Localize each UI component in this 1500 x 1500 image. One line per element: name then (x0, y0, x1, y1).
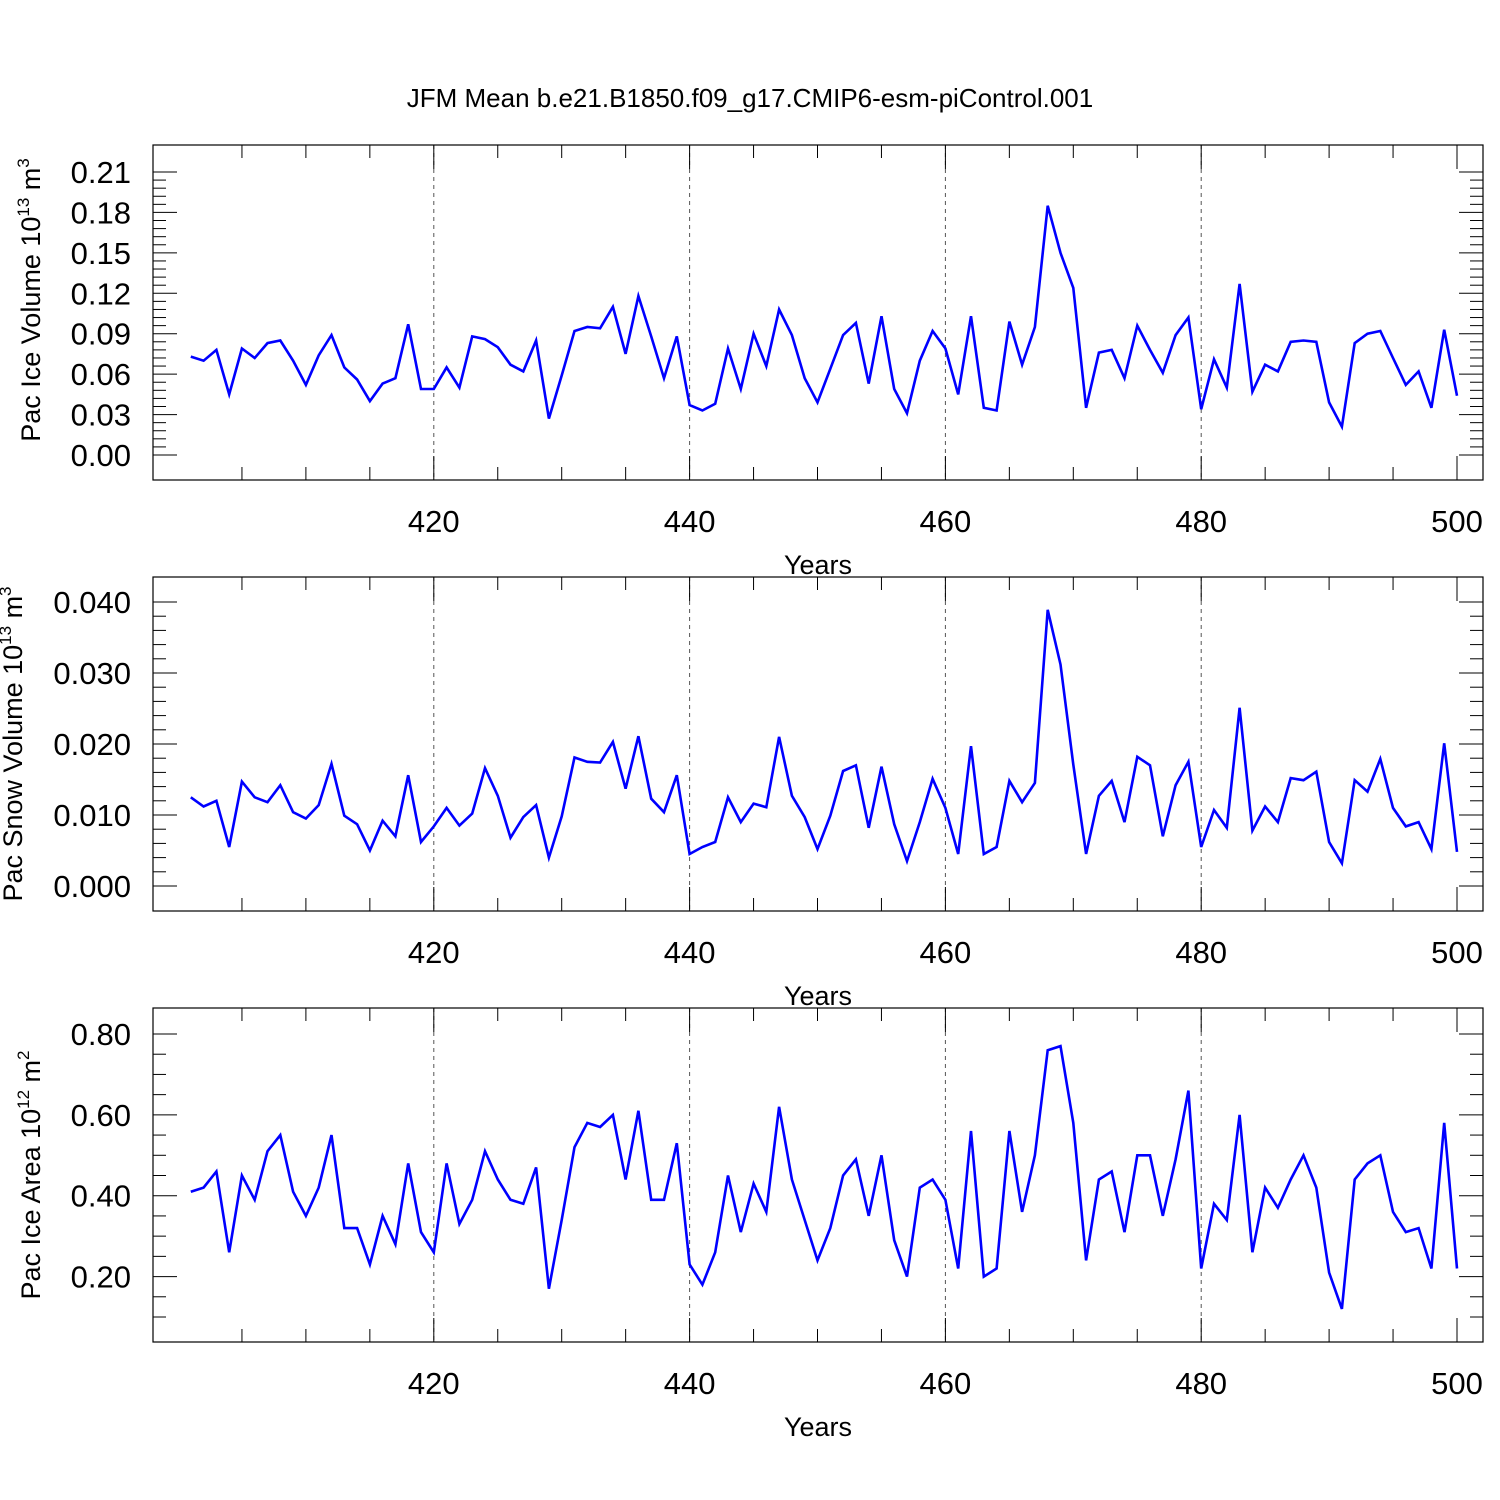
x-tick-label: 420 (408, 504, 460, 539)
x-tick-label: 460 (920, 1366, 972, 1401)
x-axis-label: Years (784, 1412, 852, 1442)
x-tick-label: 480 (1175, 1366, 1227, 1401)
y-axis-label: Pac Ice Volume 1013 m3 (14, 158, 46, 442)
y-tick-label: 0.000 (53, 869, 131, 904)
y-tick-label: 0.15 (71, 236, 131, 271)
y-tick-label: 0.40 (71, 1179, 131, 1214)
chart-panel-2: 0.000 0.010 0.020 0.030 0.040 420 440 460 480 500… (0, 576, 1484, 1011)
y-axis-label: Pac Snow Volume 1013 m3 (0, 586, 28, 901)
y-tick-label: 0.12 (71, 276, 131, 311)
x-tick-label: 440 (664, 1366, 716, 1401)
series-line (190, 1044, 1459, 1310)
x-axis-label: Years (784, 550, 852, 580)
y-tick-label: 0.21 (71, 155, 131, 190)
plot-frame (152, 1007, 1484, 1343)
y-tick-label: 0.010 (53, 798, 131, 833)
x-tick-label: 440 (664, 504, 716, 539)
y-tick-label: 0.20 (71, 1260, 131, 1295)
y-tick-label: 0.18 (71, 195, 131, 230)
figure-title: JFM Mean b.e21.B1850.f09_g17.CMIP6-esm-p… (407, 83, 1093, 113)
y-tick-label: 0.030 (53, 656, 131, 691)
y-tick-label: 0.06 (71, 357, 131, 392)
x-tick-label: 460 (920, 935, 972, 970)
x-tick-label: 480 (1175, 504, 1227, 539)
series-line (190, 205, 1459, 431)
x-tick-label: 420 (408, 935, 460, 970)
x-tick-label: 480 (1175, 935, 1227, 970)
y-tick-label: 0.00 (71, 438, 131, 473)
x-tick-label: 500 (1431, 504, 1483, 539)
plot-frame (152, 576, 1484, 912)
y-tick-label: 0.020 (53, 727, 131, 762)
chart-panel-1: 0.00 0.03 0.06 0.09 0.12 0.15 0.18 0.21 420 440 46… (14, 144, 1484, 580)
y-axis-label: Pac Ice Area 1012 m2 (14, 1050, 46, 1299)
x-tick-label: 440 (664, 935, 716, 970)
chart-panel-3: 0.20 0.40 0.60 0.80 420 440 460 480 500 Years Pac … (14, 1007, 1484, 1442)
y-tick-label: 0.80 (71, 1017, 131, 1052)
x-tick-label: 420 (408, 1366, 460, 1401)
x-tick-label: 500 (1431, 935, 1483, 970)
y-tick-label: 0.040 (53, 585, 131, 620)
x-tick-label: 500 (1431, 1366, 1483, 1401)
series-line (190, 609, 1459, 868)
y-tick-label: 0.60 (71, 1098, 131, 1133)
y-tick-label: 0.09 (71, 317, 131, 352)
x-axis-label: Years (784, 981, 852, 1011)
y-tick-label: 0.03 (71, 398, 131, 433)
plot-frame (152, 144, 1484, 481)
x-tick-label: 460 (920, 504, 972, 539)
